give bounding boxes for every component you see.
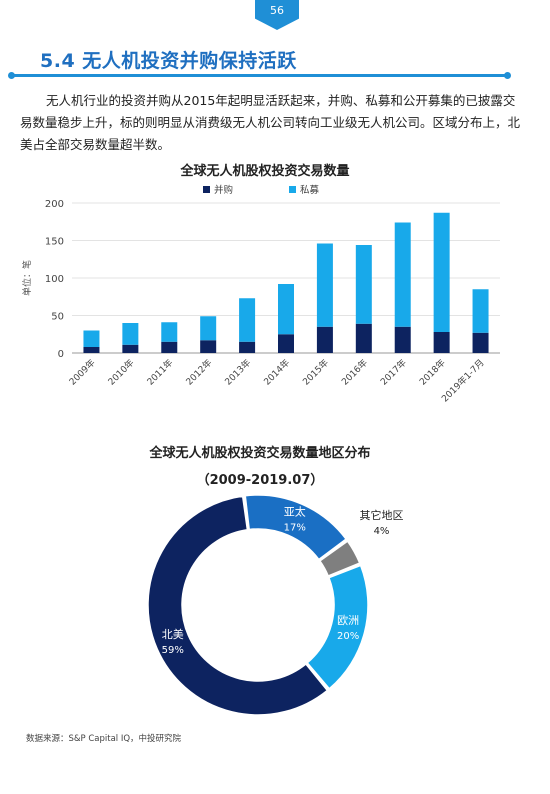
bar-segment-acquisition xyxy=(433,332,450,353)
donut-slice-value: 4% xyxy=(374,526,390,537)
legend-swatch xyxy=(289,186,296,193)
bar-segment-acquisition xyxy=(200,340,217,353)
donut-slices xyxy=(147,494,369,716)
bar-segment-private-equity xyxy=(355,245,372,324)
donut-slice-label: 欧洲 xyxy=(337,614,359,627)
bar-segment-private-equity xyxy=(122,323,139,345)
donut-slice-label: 亚太 xyxy=(284,506,306,519)
bar-segment-private-equity xyxy=(433,212,450,332)
x-tick-label: 2013年 xyxy=(222,357,253,388)
donut-slice-label: 其它地区 xyxy=(360,508,404,522)
intro-paragraph: 无人机行业的投资并购从2015年起明显活跃起来，并购、私募和公开募集的已披露交易… xyxy=(20,93,521,152)
legend-label: 并购 xyxy=(214,184,233,196)
source-note: 数据来源：S&P Capital IQ，中投研究院 xyxy=(26,734,182,744)
bar-segment-private-equity xyxy=(83,330,100,347)
x-tick-label: 2009年 xyxy=(67,357,98,388)
x-tick-label: 2010年 xyxy=(105,357,136,388)
title-rule-right-dot xyxy=(504,72,511,79)
donut-slice xyxy=(244,494,348,561)
bar-segment-private-equity xyxy=(200,316,217,341)
bar-segment-acquisition xyxy=(394,326,411,353)
bar-segment-acquisition xyxy=(161,341,178,353)
bar-segment-acquisition xyxy=(472,332,489,353)
donut-slice-label: 北美 xyxy=(162,628,184,641)
bar-chart-title: 全球无人机股权投资交易数量 xyxy=(179,163,349,179)
bar-segment-private-equity xyxy=(278,284,294,335)
y-tick-label: 50 xyxy=(51,312,64,323)
section-title: 5.4 无人机投资并购保持活跃 xyxy=(40,50,297,72)
bar-segment-private-equity xyxy=(239,298,256,342)
x-tick-label: 2018年 xyxy=(417,357,448,388)
bar-chart-ylabel: 单位：笔 xyxy=(21,260,33,296)
donut-slice-value: 59% xyxy=(162,645,184,656)
y-tick-label: 200 xyxy=(45,199,64,210)
bar-segment-private-equity xyxy=(161,322,178,342)
bar-segment-acquisition xyxy=(83,347,100,353)
y-tick-label: 150 xyxy=(45,237,64,248)
bar-segment-acquisition xyxy=(122,344,139,353)
x-tick-label: 2016年 xyxy=(339,357,370,388)
legend-swatch xyxy=(203,186,210,193)
donut-slice-value: 20% xyxy=(337,631,359,642)
bar-chart-bars xyxy=(83,212,489,353)
x-tick-label: 2011年 xyxy=(144,357,175,388)
donut-chart: 全球无人机股权投资交易数量地区分布 （2009-2019.07） 亚太 17% 其它… xyxy=(147,445,404,716)
bar-segment-acquisition xyxy=(278,334,294,353)
bar-segment-private-equity xyxy=(316,243,333,327)
donut-slice-value: 17% xyxy=(284,523,306,534)
x-tick-label: 2012年 xyxy=(183,357,214,388)
donut-chart-title: 全球无人机股权投资交易数量地区分布 xyxy=(148,445,370,461)
title-rule xyxy=(12,74,508,77)
page-number-badge: 56 xyxy=(255,0,299,30)
donut-slice xyxy=(147,495,329,716)
bar-chart-x-axis: 2009年 2010年 2011年 2012年 2013年 2014年 2015年 2016年… xyxy=(67,357,487,405)
donut-chart-subtitle: （2009-2019.07） xyxy=(197,472,324,488)
donut-labels: 亚太 17% 其它地区 4% 欧洲 20% 北美 59% xyxy=(162,506,404,657)
bar-chart: 全球无人机股权投资交易数量 并购 私募 单位：笔 0 50 100 150 200 200… xyxy=(21,163,500,405)
bar-segment-private-equity xyxy=(394,222,411,327)
bar-segment-acquisition xyxy=(316,326,333,353)
title-rule-left-dot xyxy=(8,72,15,79)
legend-label: 私募 xyxy=(300,184,320,196)
x-tick-label: 2017年 xyxy=(378,357,409,388)
bar-chart-y-axis: 0 50 100 150 200 xyxy=(45,199,64,360)
x-tick-label: 2014年 xyxy=(261,357,292,388)
bar-chart-legend: 并购 私募 xyxy=(203,184,320,196)
bar-segment-acquisition xyxy=(239,341,256,353)
x-tick-label: 2015年 xyxy=(300,357,331,388)
bar-segment-acquisition xyxy=(355,323,372,353)
donut-slice xyxy=(306,564,369,690)
y-tick-label: 100 xyxy=(45,274,64,285)
bar-segment-private-equity xyxy=(472,289,489,333)
donut-slice xyxy=(318,540,361,577)
y-tick-label: 0 xyxy=(58,349,64,360)
